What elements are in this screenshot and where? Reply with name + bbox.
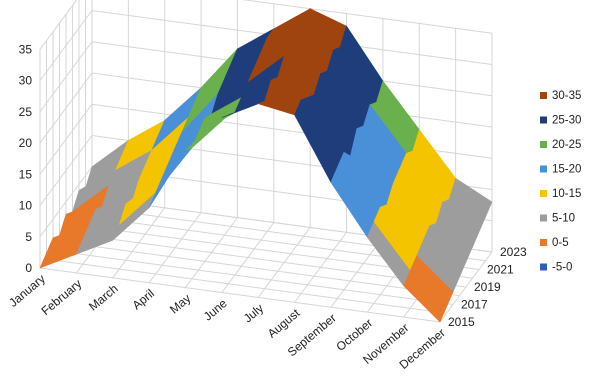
legend-swatch bbox=[540, 190, 547, 197]
z-tick-label: 25 bbox=[19, 105, 33, 119]
series-tick-label: 2017 bbox=[461, 298, 488, 312]
x-tick-label: March bbox=[86, 281, 121, 313]
x-tick-label: May bbox=[167, 291, 193, 316]
legend-label: 15-20 bbox=[552, 164, 581, 176]
x-tick-label: April bbox=[130, 286, 157, 312]
legend-swatch bbox=[540, 141, 547, 148]
gridline-floor bbox=[52, 250, 454, 305]
legend-label: 30-35 bbox=[552, 90, 581, 102]
surface-cell bbox=[403, 270, 447, 323]
legend-swatch bbox=[540, 165, 547, 173]
z-tick-label: 5 bbox=[25, 230, 32, 244]
series-tick-label: 2023 bbox=[500, 245, 527, 259]
chart-surface bbox=[39, 8, 493, 323]
x-tick-label: August bbox=[265, 306, 303, 341]
z-tick-label: 35 bbox=[19, 42, 33, 56]
z-axis-ticks: 0 5 10 15 20 25 30 35 bbox=[19, 42, 33, 275]
x-tick-label: June bbox=[201, 296, 230, 324]
gridline-floor bbox=[39, 267, 441, 323]
legend-swatch bbox=[540, 92, 547, 99]
legend-label: -5-0 bbox=[552, 262, 572, 274]
surface-cell bbox=[257, 99, 302, 116]
legend-label: 0-5 bbox=[552, 237, 569, 249]
legend-label: 20-25 bbox=[552, 139, 581, 151]
z-tick-label: 15 bbox=[19, 167, 33, 181]
z-tick-label: 20 bbox=[19, 136, 33, 150]
series-tick-label: 2021 bbox=[487, 263, 514, 277]
series-tick-label: 2015 bbox=[448, 315, 475, 329]
legend-swatch bbox=[540, 239, 547, 246]
legend-label: 25-30 bbox=[552, 115, 581, 127]
series-tick-label: 2019 bbox=[474, 280, 501, 294]
gridline-z bbox=[39, 0, 493, 50]
z-tick-label: 0 bbox=[25, 261, 32, 275]
z-tick-label: 10 bbox=[19, 199, 33, 213]
legend-label: 5-10 bbox=[552, 213, 575, 225]
gridline-floor bbox=[46, 258, 447, 314]
z-tick-label: 30 bbox=[19, 74, 33, 88]
series-axis-ticks: 2015 2017 2019 2021 2023 bbox=[448, 245, 527, 329]
legend-swatch bbox=[540, 263, 547, 271]
gridline-floor bbox=[59, 241, 460, 297]
legend-label: 10-15 bbox=[552, 188, 581, 200]
x-tick-label: July bbox=[241, 301, 266, 325]
chart-legend: 30-35 25-30 20-25 15-20 10-15 5-10 0-5 -5-0 bbox=[540, 90, 581, 274]
legend-swatch bbox=[540, 116, 547, 124]
legend-swatch bbox=[540, 214, 547, 222]
